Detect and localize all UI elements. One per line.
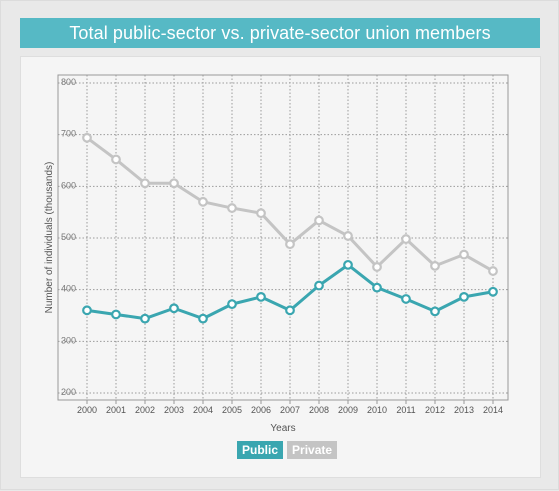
y-axis-label: Number of individuals (thousands): [44, 162, 55, 314]
chart-title: Total public-sector vs. private-sector u…: [20, 18, 540, 48]
data-point-public: [140, 313, 150, 324]
x-tick-label: 2008: [309, 405, 329, 415]
y-tick-label: 200: [61, 387, 76, 397]
y-tick-label: 500: [61, 232, 76, 242]
data-point-private: [285, 239, 295, 250]
data-point-public: [82, 305, 92, 316]
data-point-private: [314, 215, 324, 226]
data-point-private: [488, 266, 498, 276]
chart-panel: [20, 56, 541, 478]
x-tick-label: 2010: [367, 405, 387, 415]
x-tick-label: 2009: [338, 405, 358, 415]
data-point-public: [343, 259, 353, 270]
x-tick-label: 2006: [251, 405, 271, 415]
x-tick-label: 2012: [425, 405, 445, 415]
x-axis-label: Years: [270, 423, 295, 434]
data-point-public: [401, 294, 411, 304]
data-point-private: [430, 261, 440, 271]
data-point-public: [256, 292, 266, 302]
legend-private[interactable]: Private: [287, 441, 338, 459]
data-point-private: [111, 154, 121, 165]
data-point-public: [169, 303, 179, 314]
data-point-private: [82, 132, 92, 143]
data-point-public: [459, 292, 469, 302]
data-point-private: [227, 203, 237, 213]
data-point-private: [256, 208, 266, 219]
data-point-public: [227, 299, 237, 310]
x-tick-label: 2013: [454, 405, 474, 415]
data-point-private: [169, 178, 179, 189]
y-tick-label: 300: [61, 335, 76, 345]
y-tick-label: 600: [61, 180, 76, 190]
data-point-public: [488, 286, 498, 297]
x-tick-label: 2000: [77, 405, 97, 415]
data-point-private: [198, 196, 208, 207]
x-tick-label: 2002: [135, 405, 155, 415]
y-tick-label: 700: [61, 129, 76, 139]
data-point-public: [198, 313, 208, 324]
data-point-private: [140, 178, 150, 189]
y-tick-label: 800: [61, 77, 76, 87]
data-point-public: [111, 309, 121, 320]
x-tick-label: 2011: [396, 405, 415, 415]
data-point-private: [343, 231, 353, 241]
data-point-public: [314, 280, 324, 291]
x-tick-label: 2014: [483, 405, 503, 415]
data-point-public: [285, 305, 295, 316]
x-tick-label: 2005: [222, 405, 242, 415]
legend: Public Private: [237, 441, 338, 459]
x-tick-label: 2003: [164, 405, 184, 415]
x-tick-label: 2001: [106, 405, 126, 415]
x-tick-label: 2004: [193, 405, 213, 415]
data-point-private: [459, 249, 469, 260]
x-tick-label: 2007: [280, 405, 300, 415]
y-tick-label: 400: [61, 284, 76, 294]
data-point-public: [430, 306, 440, 317]
data-point-public: [372, 282, 382, 293]
data-point-private: [401, 234, 411, 244]
data-point-private: [372, 262, 382, 272]
legend-public[interactable]: Public: [237, 441, 284, 459]
